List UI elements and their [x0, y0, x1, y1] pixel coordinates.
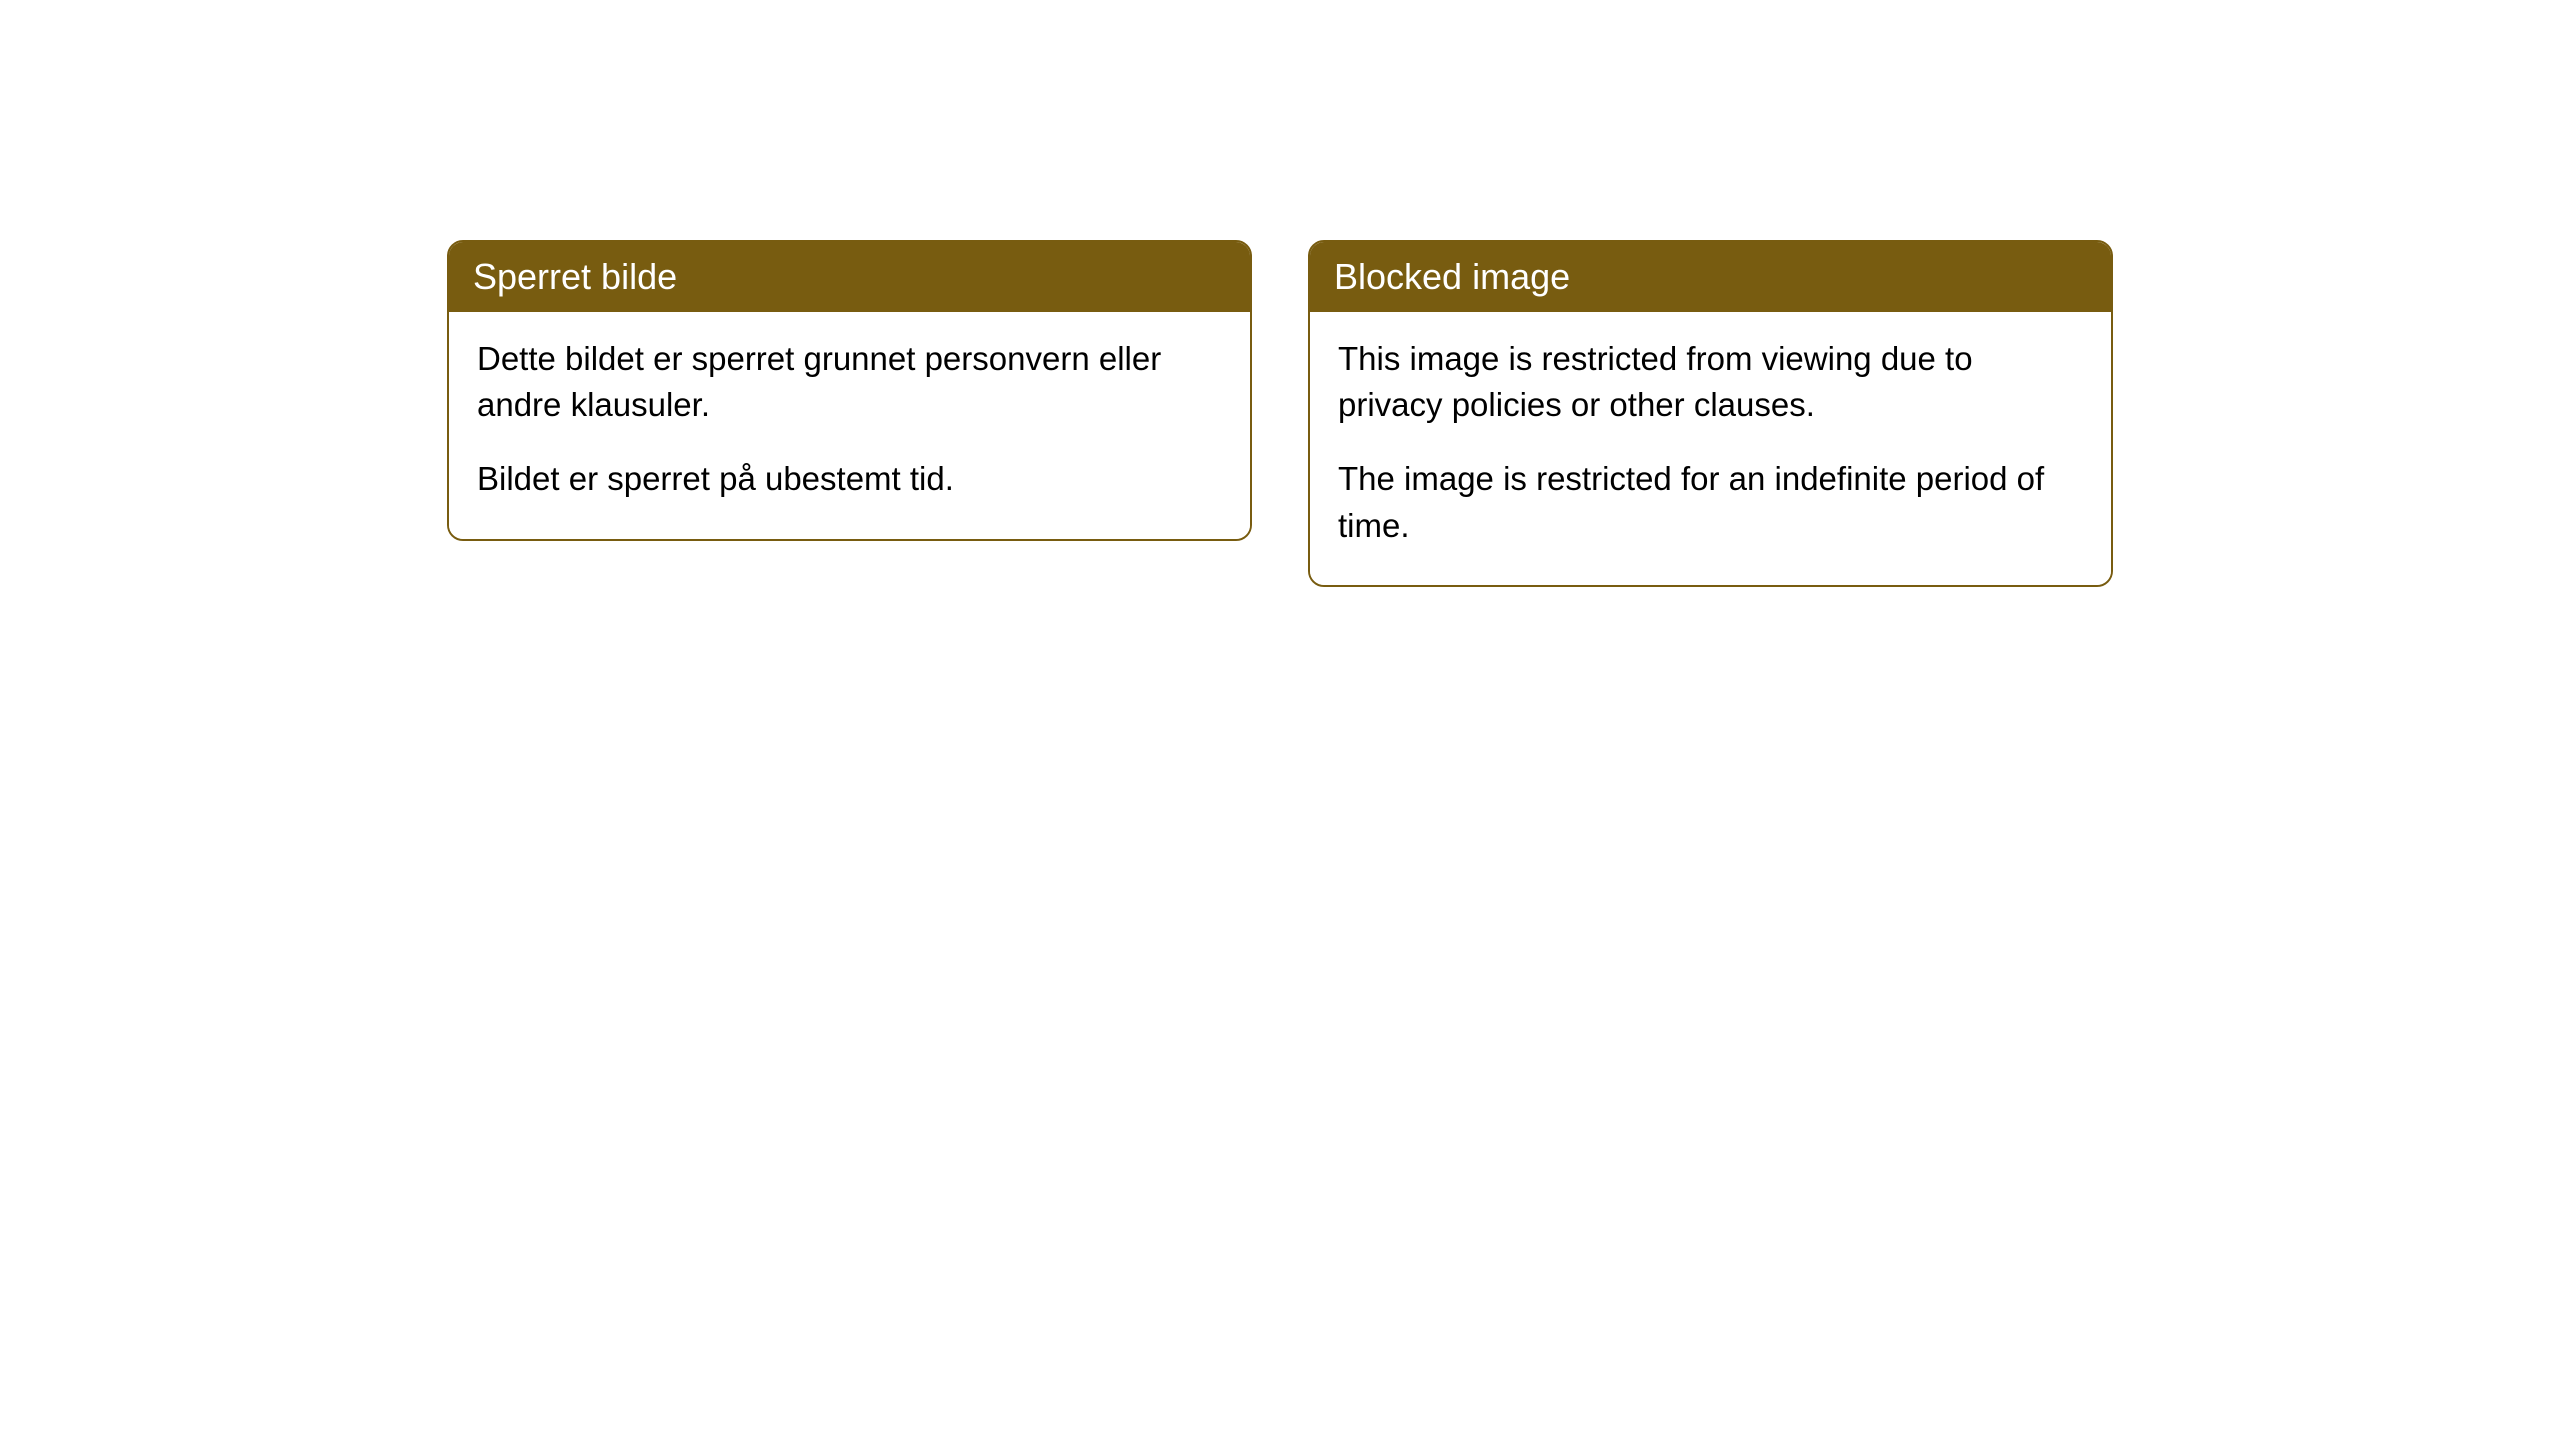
notice-paragraph: The image is restricted for an indefinit… [1338, 456, 2083, 548]
notice-paragraph: Bildet er sperret på ubestemt tid. [477, 456, 1222, 502]
notice-paragraph: Dette bildet er sperret grunnet personve… [477, 336, 1222, 428]
notice-header: Blocked image [1310, 242, 2111, 312]
notice-body: Dette bildet er sperret grunnet personve… [449, 312, 1250, 539]
notice-body: This image is restricted from viewing du… [1310, 312, 2111, 585]
notice-title: Sperret bilde [473, 256, 677, 297]
notice-header: Sperret bilde [449, 242, 1250, 312]
notice-title: Blocked image [1334, 256, 1570, 297]
notice-paragraph: This image is restricted from viewing du… [1338, 336, 2083, 428]
blocked-image-notice-norwegian: Sperret bilde Dette bildet er sperret gr… [447, 240, 1252, 541]
blocked-image-notice-english: Blocked image This image is restricted f… [1308, 240, 2113, 587]
